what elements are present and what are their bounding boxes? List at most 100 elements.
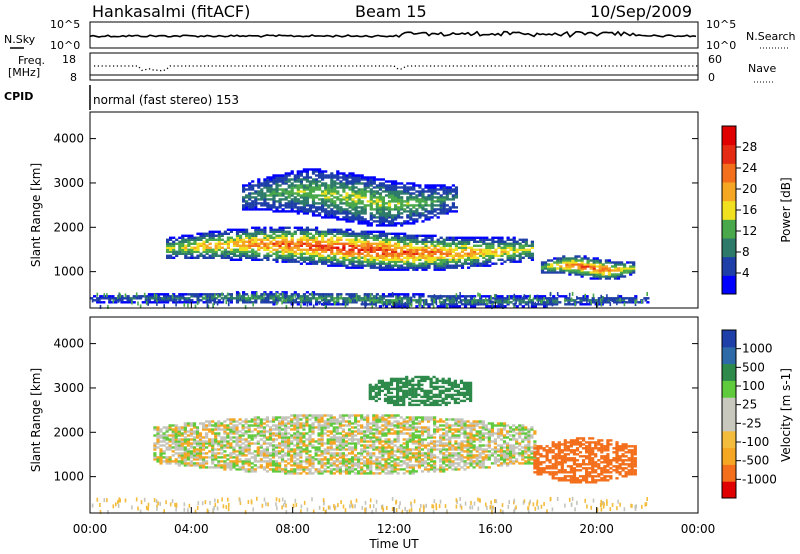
power-echo-cell [623,271,627,274]
power-clutter-cell [635,299,637,304]
velocity-echo-cell [281,454,285,457]
power-echo-cell [229,299,233,302]
power-clutter-cell [522,295,525,300]
velocity-echo-cell [247,452,251,455]
power-echo-cell [345,264,349,267]
power-echo-cell [345,250,349,253]
velocity-echo-cell [274,434,279,437]
power-echo-cell [178,250,182,253]
velocity-echo-cell [302,470,306,473]
velocity-echo-cell [314,418,318,421]
power-echo-cell [311,194,316,197]
power-echo-cell [229,228,233,231]
power-echo-cell [220,234,224,237]
power-echo-cell [348,244,352,247]
power-echo-cell [577,263,581,266]
power-echo-cell [430,206,434,209]
velocity-echo-cell [308,460,312,463]
power-echo-cell [260,192,264,195]
power-echo-cell [442,258,446,261]
velocity-echo-cell [271,464,276,467]
power-echo-cell [263,234,267,237]
velocity-echo-cell [244,446,248,449]
power-echo-cell [607,267,611,270]
power-echo-cell [321,295,325,298]
power-echo-cell [226,228,230,231]
power-echo-cell [278,210,282,213]
velocity-echo-cell [205,436,209,439]
power-echo-cell [302,242,306,245]
power-echo-cell [305,236,309,239]
power-echo-cell [342,210,346,213]
power-echo-cell [409,252,413,255]
power-echo-cell [448,198,452,201]
power-echo-cell [235,242,240,245]
power-echo-cell [345,258,349,261]
power-echo-cell [299,254,303,257]
power-echo-cell [196,238,200,241]
velocity-echo-cell [232,446,236,449]
power-clutter-cell [131,300,133,305]
power-echo-cell [409,250,413,253]
power-echo-cell [626,269,630,272]
velocity-echo-cell [341,464,345,467]
power-echo-cell [330,186,334,189]
power-ytick-label: 1000 [53,265,84,279]
power-echo-cell [333,234,337,237]
power-echo-cell [552,295,556,298]
power-echo-cell [308,246,313,249]
power-echo-cell [601,271,605,274]
power-echo-cell [321,204,325,207]
power-clutter-cell [460,300,463,305]
velocity-echo-cell [214,448,218,451]
power-echo-cell [315,210,319,213]
velocity-echo-cell [256,454,260,457]
velocity-echo-cell [271,446,276,449]
velocity-echo-cell [284,432,288,435]
power-echo-cell [384,190,389,193]
power-echo-cell [394,206,398,209]
velocity-echo-cell [335,430,339,433]
power-echo-cell [400,198,404,201]
power-echo-cell [363,184,367,187]
power-echo-cell [360,206,364,209]
power-echo-cell [327,238,331,241]
power-echo-cell [460,238,465,241]
power-clutter-cell [222,299,225,304]
velocity-echo-cell [214,434,218,437]
power-echo-cell [418,198,422,201]
velocity-echo-cell [168,438,172,441]
power-echo-cell [515,295,519,298]
power-echo-cell [629,261,633,264]
power-echo-cell [266,202,270,205]
velocity-echo-cell [320,458,324,461]
power-echo-cell [394,192,398,195]
power-echo-cell [442,242,446,245]
power-echo-cell [391,186,395,189]
power-echo-cell [330,184,334,187]
power-echo-cell [558,295,562,298]
power-echo-cell [333,258,337,261]
power-echo-cell [378,248,382,251]
power-echo-cell [235,254,240,257]
velocity-echo-cell [192,454,197,457]
power-echo-cell [305,178,309,181]
velocity-echo-cell [320,452,324,455]
power-echo-cell [284,230,288,233]
velocity-echo-cell [308,456,312,459]
velocity-echo-cell [189,434,193,437]
power-echo-cell [272,210,276,213]
velocity-echo-cell [329,432,333,435]
velocity-echo-cell [293,472,297,475]
velocity-echo-cell [308,436,312,439]
power-echo-cell [524,295,528,298]
power-clutter-cell [188,298,191,303]
power-echo-cell [235,291,240,294]
velocity-echo-cell [195,436,200,439]
velocity-echo-cell [287,454,291,457]
power-echo-cell [163,293,167,296]
power-echo-cell [330,246,334,249]
power-echo-cell [430,234,434,237]
power-echo-cell [527,252,531,255]
velocity-echo-cell [262,434,266,437]
